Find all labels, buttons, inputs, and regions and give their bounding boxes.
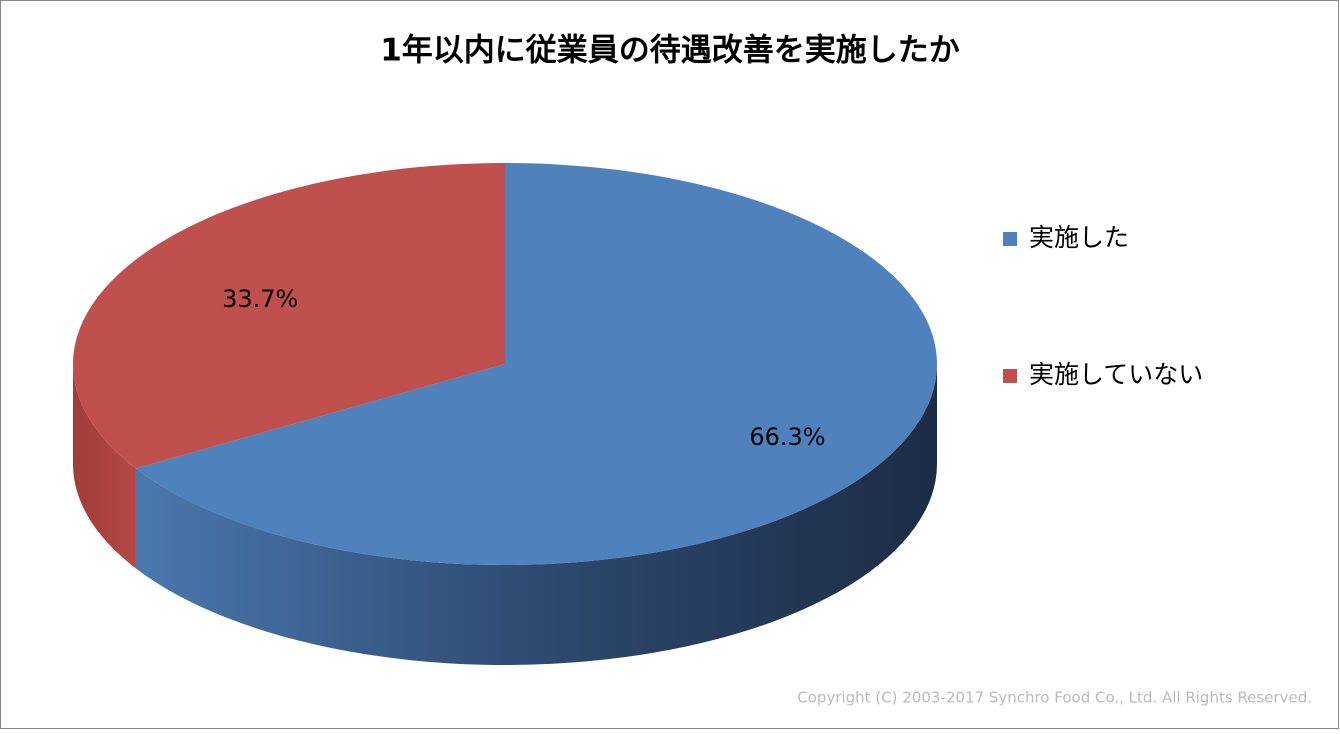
legend-swatch [1003, 369, 1017, 383]
legend-label: 実施していない [1029, 360, 1203, 389]
slice [135, 163, 937, 565]
slice [72, 163, 505, 469]
copyright: Copyright (C) 2003-2017 Synchro Food Co.… [797, 689, 1312, 707]
legend-swatch [1003, 232, 1017, 246]
chart-title: 1年以内に従業員の待遇改善を実施したか [380, 33, 960, 69]
slice-side [73, 364, 136, 569]
data-label: 33.7% [222, 285, 298, 313]
legend-label: 実施した [1029, 223, 1129, 252]
slice-side [135, 364, 937, 665]
data-label: 66.3% [749, 423, 825, 451]
